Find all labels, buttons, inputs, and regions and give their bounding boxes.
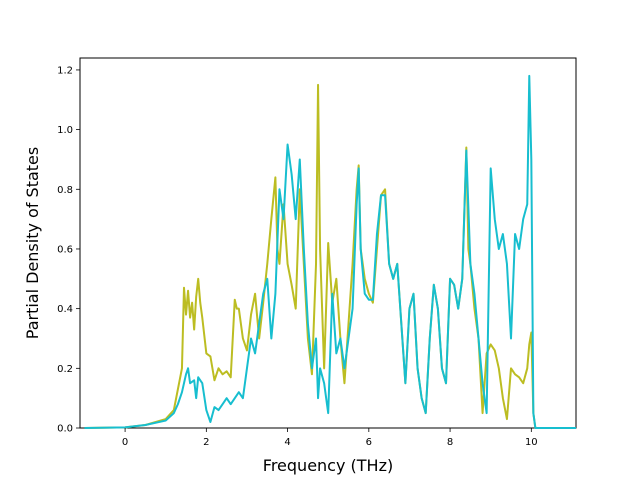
series-line-2 — [84, 74, 576, 429]
y-axis-label: Partial Density of States — [23, 147, 42, 339]
y-tick-label: 0.2 — [57, 364, 73, 375]
x-tick-label: 0 — [122, 437, 128, 448]
y-tick-label: 0.4 — [57, 304, 73, 315]
x-tick-label: 2 — [203, 437, 209, 448]
tick-layer: 0 2 4 6 8 10 0.0 0.2 0.4 0.6 0.8 1.0 1.2 — [57, 65, 538, 448]
x-tick-label: 8 — [447, 437, 453, 448]
x-tick-label: 4 — [284, 437, 290, 448]
y-tick-label: 0.6 — [57, 244, 73, 255]
y-tick-label: 0.8 — [57, 185, 73, 196]
y-tick-label: 0.0 — [57, 424, 73, 435]
x-tick-label: 10 — [525, 437, 538, 448]
series-layer — [84, 74, 576, 429]
x-tick-label: 6 — [366, 437, 372, 448]
x-axis-label: Frequency (THz) — [263, 456, 393, 475]
y-tick-label: 1.0 — [57, 125, 73, 136]
y-tick-label: 1.2 — [57, 65, 73, 76]
